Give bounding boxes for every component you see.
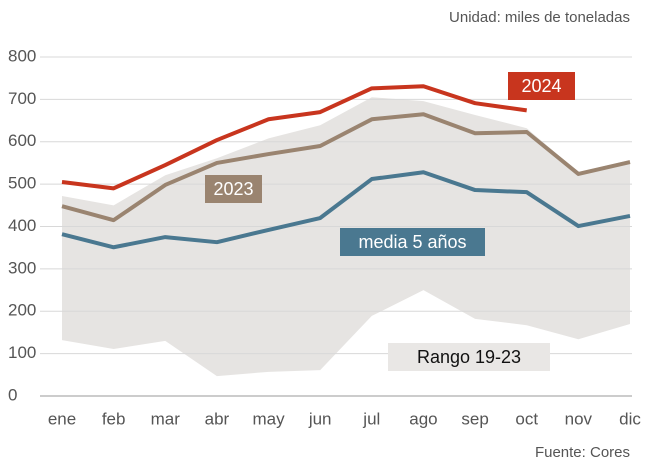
x-tick-label: ago (409, 409, 437, 428)
source-note: Fuente: Cores (535, 444, 630, 461)
x-tick-label: ene (48, 409, 76, 428)
line-series (61, 170, 631, 250)
x-tick-label: may (252, 409, 285, 428)
x-tick-label: dic (619, 409, 641, 428)
label-box (388, 343, 550, 371)
unit-note: Unidad: miles de toneladas (449, 9, 630, 26)
series-label: media 5 años (358, 232, 466, 252)
x-tick-label: nov (565, 409, 593, 428)
y-tick-label: 0 (8, 385, 17, 404)
y-tick-label: 800 (8, 46, 36, 65)
x-tick-label: abr (205, 409, 230, 428)
label-box (340, 228, 485, 256)
series-label: 2023 (213, 179, 253, 199)
x-tick-label: oct (515, 409, 538, 428)
x-tick-label: jun (308, 409, 332, 428)
x-tick-label: mar (151, 409, 181, 428)
y-tick-label: 600 (8, 131, 36, 150)
y-tick-label: 500 (8, 174, 36, 193)
y-tick-label: 300 (8, 258, 36, 277)
x-tick-label: jul (362, 409, 380, 428)
y-tick-label: 700 (8, 89, 36, 108)
line-series (61, 112, 631, 223)
series-label: 2024 (521, 76, 561, 96)
line-series (61, 84, 528, 191)
x-tick-label: feb (102, 409, 126, 428)
x-tick-label: sep (461, 409, 488, 428)
label-box (205, 175, 262, 203)
series-label: Rango 19-23 (417, 347, 521, 367)
y-tick-label: 200 (8, 301, 36, 320)
y-tick-label: 400 (8, 216, 36, 235)
y-tick-label: 100 (8, 343, 36, 362)
label-box (508, 72, 575, 100)
